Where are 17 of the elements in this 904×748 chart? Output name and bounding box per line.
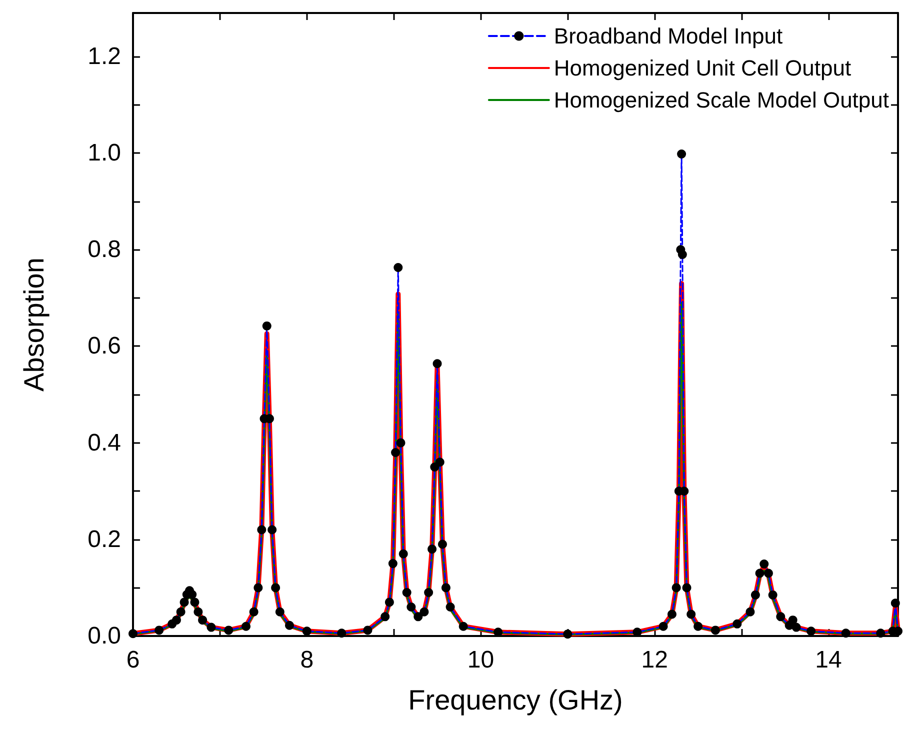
y-axis-title: Absorption: [18, 258, 50, 392]
x-tick-label: 6: [126, 646, 140, 674]
y-tick-label: 0.0: [88, 622, 121, 650]
x-tick-label: 8: [300, 646, 314, 674]
y-tick-label: 0.8: [88, 236, 121, 264]
x-tick-label: 14: [815, 646, 842, 674]
legend-label: Broadband Model Input: [554, 24, 783, 48]
y-tick-label: 0.6: [88, 332, 121, 360]
legend-label: Homogenized Scale Model Output: [554, 88, 890, 112]
legend-label: Homogenized Unit Cell Output: [554, 56, 852, 80]
x-axis-title: Frequency (GHz): [408, 684, 623, 716]
y-tick-label: 0.2: [88, 526, 121, 553]
x-tick-label: 10: [467, 646, 494, 674]
x-tick-label: 12: [641, 646, 668, 674]
y-tick-label: 1.0: [88, 140, 121, 167]
y-tick-label: 0.4: [88, 429, 121, 456]
y-tick-label: 1.2: [88, 42, 121, 70]
